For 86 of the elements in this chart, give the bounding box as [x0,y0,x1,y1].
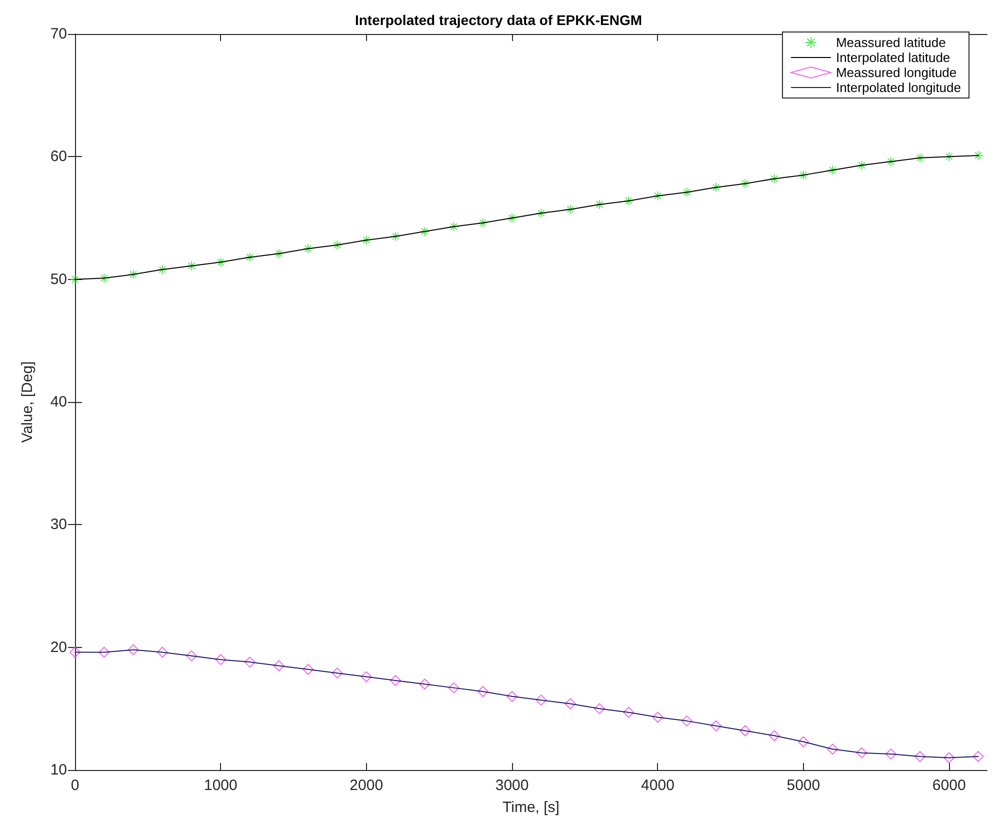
point [972,751,984,762]
point [711,182,722,192]
point [303,244,314,254]
chart-title: Interpolated trajectory data of EPKK-ENGM [354,12,642,28]
point [594,200,604,210]
point [99,273,110,284]
point [973,150,984,160]
point [332,668,343,679]
point [419,678,430,690]
x-axis-title: Time, [s] [502,799,560,816]
point [914,751,926,762]
y-tick-label: 70 [50,26,67,42]
x-tick-label: 3000 [495,777,529,794]
point [156,646,168,658]
point [623,706,634,718]
point [244,656,256,668]
point [506,690,518,702]
point [448,682,460,694]
point [828,165,838,176]
point [682,187,692,198]
point [914,152,925,163]
x-tick-label: 4000 [641,777,674,794]
point [827,744,838,755]
point [390,674,402,686]
y-tick-label: 20 [50,638,67,656]
point [215,654,226,666]
line-series [74,154,979,280]
point [390,231,401,242]
point [624,196,634,206]
y-tick-label: 60 [50,148,67,166]
y-tick-label: 50 [50,270,67,288]
point [768,730,780,742]
point [885,748,896,760]
point [886,156,896,167]
point [128,269,138,280]
point [798,170,808,180]
point [565,204,576,214]
point [769,174,780,184]
legend-label: Interpolated latitude [836,50,950,65]
legend-label: Meassured longitude [836,65,957,80]
point [361,235,372,246]
x-tick-label: 6000 [932,777,966,794]
point [652,190,663,201]
point [128,644,139,656]
point [681,715,692,726]
point [798,736,809,748]
x-tick-label: 5000 [786,777,820,794]
y-axis-title: Value, [Deg] [19,361,36,443]
point [536,208,546,218]
y-tick-label: 10 [50,762,67,778]
point [448,222,459,232]
point [652,712,664,723]
point [564,698,576,710]
x-tick-label: 0 [70,777,80,794]
point [216,257,226,268]
point [740,178,750,189]
point [944,152,954,162]
point [244,252,255,262]
point [944,752,955,764]
point [507,213,518,223]
legend-label: Meassured latitude [836,35,946,50]
point [536,694,547,706]
point [70,274,80,284]
point [186,260,197,271]
point [273,660,284,672]
point [70,646,80,658]
point [477,686,488,697]
y-tick-label: 40 [50,394,67,410]
point [360,671,372,682]
point [856,160,867,170]
x-tick-label: 1000 [204,777,238,794]
legend-label: Interpolated longitude [836,80,962,95]
point [302,664,314,675]
point [98,646,110,658]
point [740,725,751,736]
point [710,720,722,732]
point [420,226,430,236]
point [332,240,342,250]
point [478,218,488,228]
x-tick-label: 2000 [350,777,384,794]
y-tick-label: 30 [50,516,67,534]
point [856,747,868,758]
point [594,703,605,714]
point [157,264,168,275]
point [274,248,284,259]
point [186,650,198,662]
